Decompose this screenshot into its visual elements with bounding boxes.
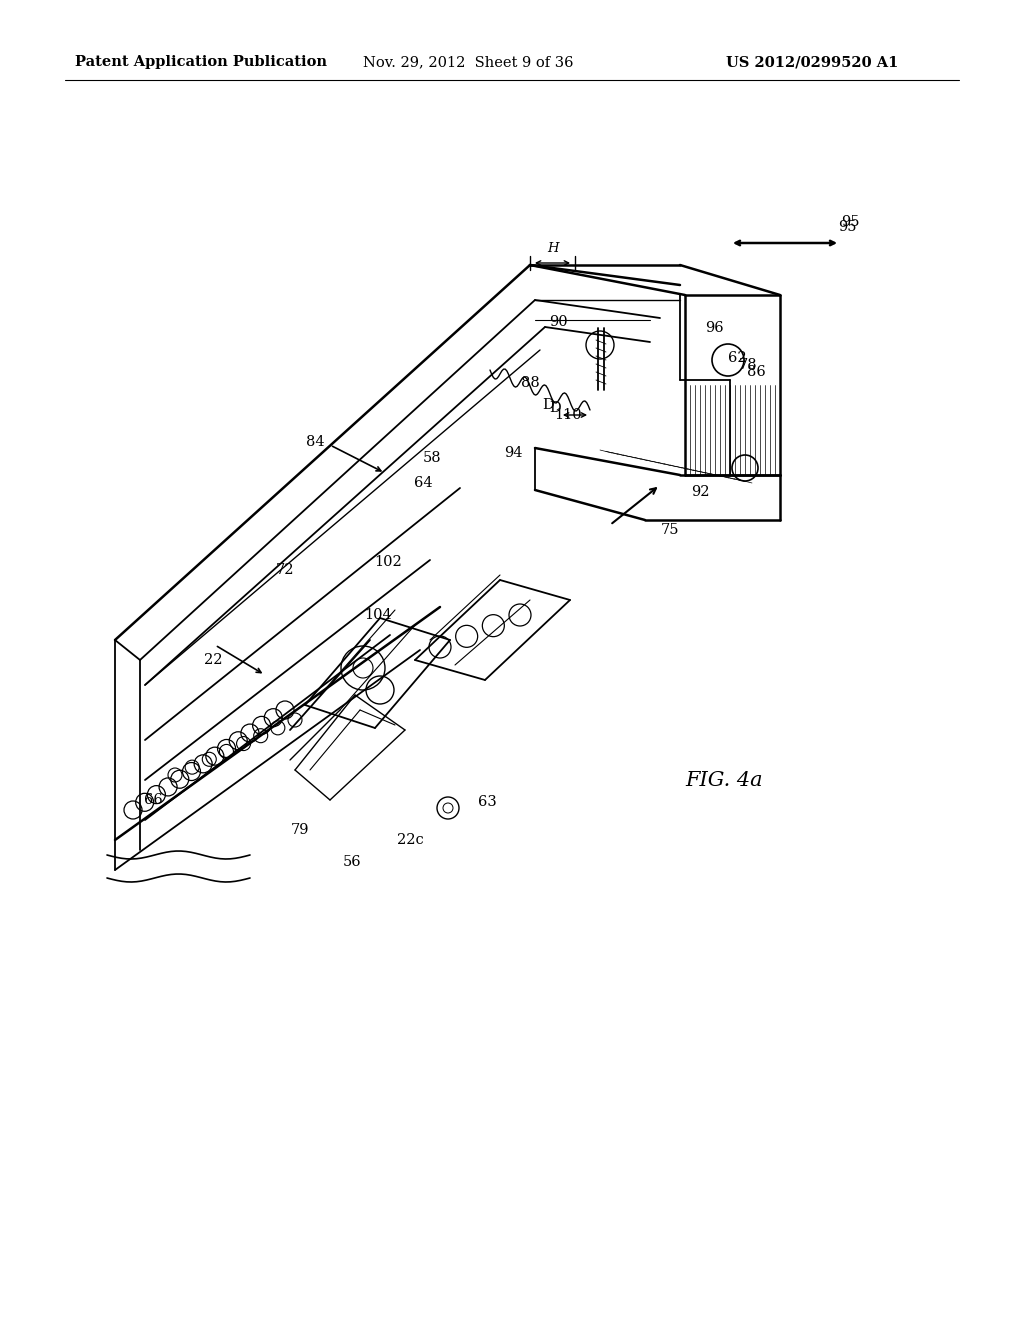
Text: 86: 86 bbox=[746, 366, 765, 379]
Text: Nov. 29, 2012  Sheet 9 of 36: Nov. 29, 2012 Sheet 9 of 36 bbox=[362, 55, 573, 69]
Text: 22c: 22c bbox=[396, 833, 423, 847]
Text: 79: 79 bbox=[291, 822, 309, 837]
Text: 90: 90 bbox=[549, 315, 567, 329]
Text: 95: 95 bbox=[841, 215, 859, 228]
Text: 92: 92 bbox=[691, 484, 710, 499]
Text: 64: 64 bbox=[414, 477, 432, 490]
Text: 95: 95 bbox=[838, 220, 856, 234]
Text: 72: 72 bbox=[275, 564, 294, 577]
Text: 102: 102 bbox=[374, 554, 401, 569]
Text: 84: 84 bbox=[306, 436, 325, 449]
Text: 88: 88 bbox=[520, 376, 540, 389]
Text: D: D bbox=[542, 399, 554, 412]
Text: 63: 63 bbox=[477, 795, 497, 809]
Text: D: D bbox=[549, 401, 561, 414]
Text: FIG. 4a: FIG. 4a bbox=[685, 771, 763, 789]
Text: 78: 78 bbox=[738, 358, 758, 372]
Text: 66: 66 bbox=[143, 793, 163, 807]
Text: US 2012/0299520 A1: US 2012/0299520 A1 bbox=[726, 55, 898, 69]
Text: 94: 94 bbox=[504, 446, 522, 459]
Text: H: H bbox=[547, 242, 559, 255]
Text: 56: 56 bbox=[343, 855, 361, 869]
Text: 62: 62 bbox=[728, 351, 746, 366]
Text: 75: 75 bbox=[660, 523, 679, 537]
Text: 96: 96 bbox=[705, 321, 723, 335]
Text: 104: 104 bbox=[365, 609, 392, 622]
Text: 22: 22 bbox=[204, 653, 222, 667]
Text: 110: 110 bbox=[554, 408, 582, 422]
Text: 58: 58 bbox=[423, 451, 441, 465]
Text: Patent Application Publication: Patent Application Publication bbox=[75, 55, 327, 69]
